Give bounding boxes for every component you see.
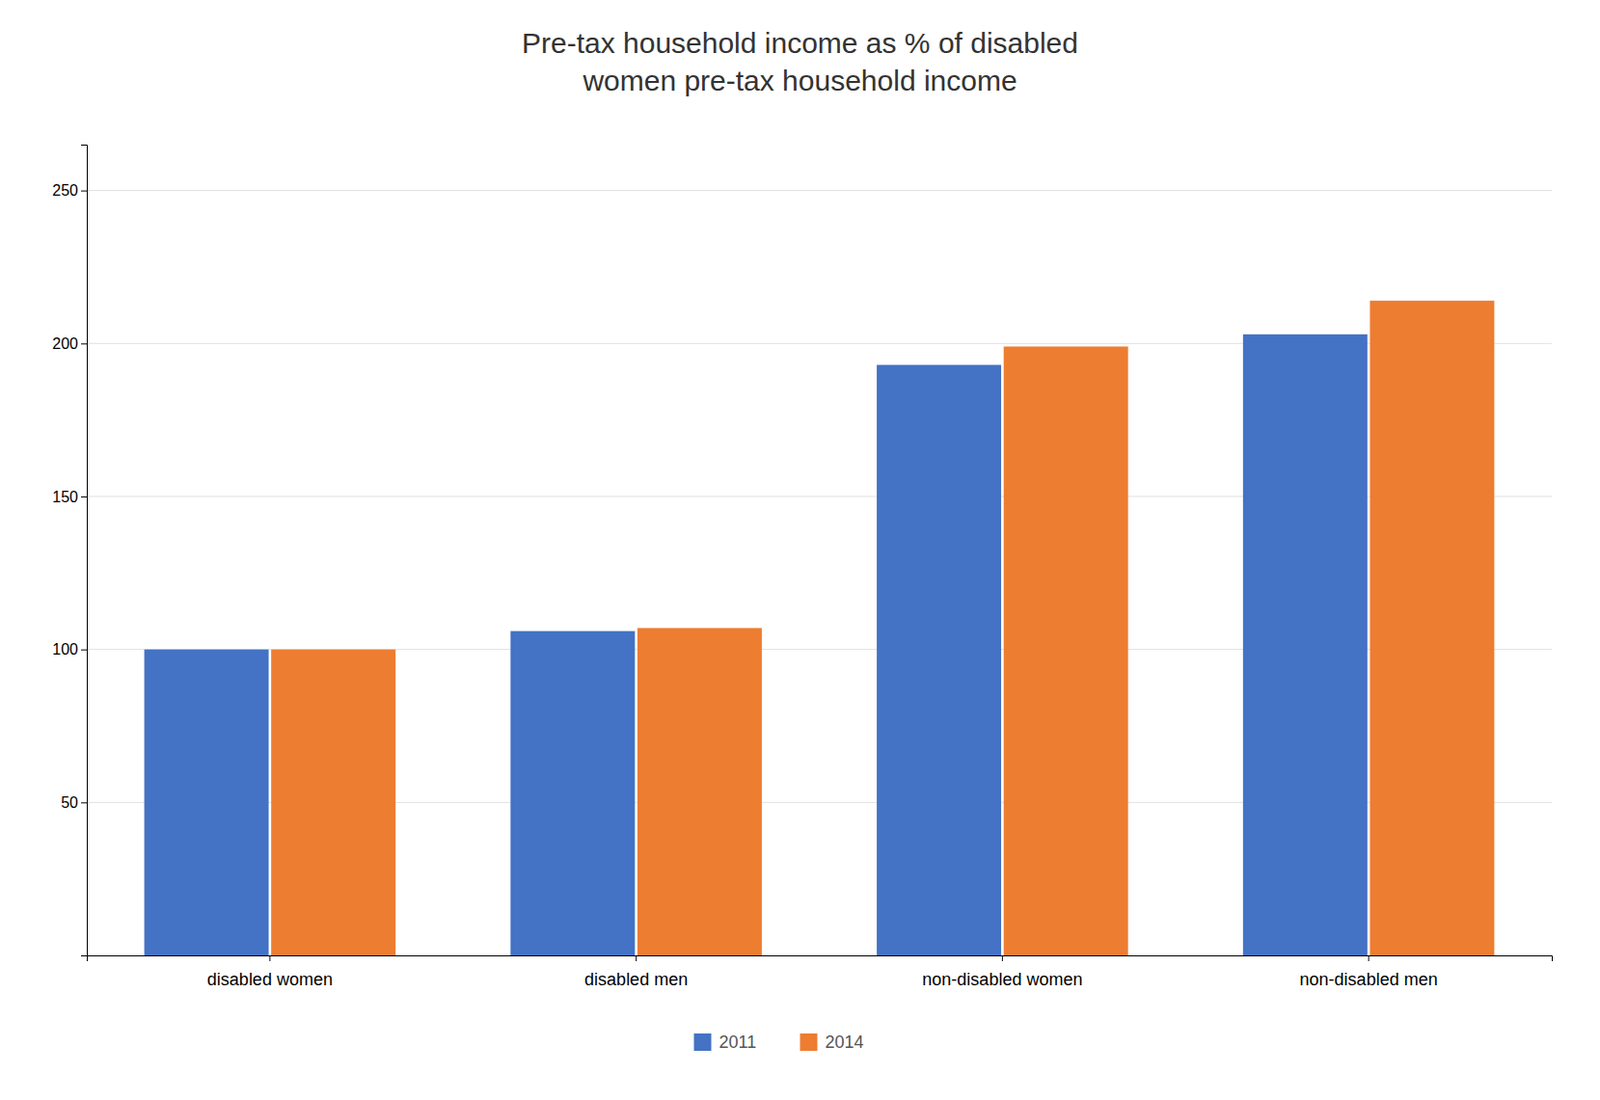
y-tick-label: 200 bbox=[52, 335, 79, 353]
y-tick-label: 150 bbox=[52, 488, 79, 506]
y-tick-mark bbox=[81, 190, 87, 192]
plot: 50 100 150 200 250 disabled women disabled men… bbox=[52, 145, 1552, 990]
bar bbox=[1003, 346, 1129, 956]
x-tick-mark bbox=[635, 955, 637, 962]
chart: Pre-tax household income as % of disable… bbox=[0, 0, 1600, 1100]
y-tick: 150 bbox=[52, 488, 87, 506]
x-tick-label: disabled men bbox=[584, 970, 688, 990]
bar-series bbox=[271, 300, 1494, 956]
y-tick: 250 bbox=[52, 182, 87, 199]
legend-label: 2011 bbox=[719, 1032, 758, 1053]
x-tick: non-disabled men bbox=[1300, 955, 1438, 990]
x-tick: disabled women bbox=[207, 955, 333, 990]
y-tick: 200 bbox=[52, 335, 87, 353]
title: Pre-tax household income as % of disable… bbox=[521, 27, 1079, 97]
x-axis-line bbox=[87, 956, 1553, 963]
x-tick-label: non-disabled men bbox=[1300, 970, 1438, 990]
y-axis-line bbox=[81, 145, 88, 957]
y-tick: 50 bbox=[60, 794, 87, 812]
y-tick-mark bbox=[81, 496, 87, 498]
legend: 2011 2014 bbox=[694, 1032, 865, 1053]
legend-label: 2014 bbox=[825, 1032, 865, 1053]
bar bbox=[1369, 300, 1494, 956]
y-tick-label: 50 bbox=[60, 794, 79, 812]
bar bbox=[510, 631, 635, 956]
x-axis: disabled women disabled men non-disabled w… bbox=[87, 955, 1553, 990]
y-tick-label: 100 bbox=[52, 641, 79, 658]
title-line: Pre-tax household income as % of disable… bbox=[521, 27, 1079, 59]
bar bbox=[1243, 334, 1368, 956]
legend-item: 2011 bbox=[694, 1032, 758, 1053]
x-tick-label: non-disabled women bbox=[922, 970, 1083, 990]
x-tick-label: disabled women bbox=[207, 970, 333, 990]
title-line: women pre-tax household income bbox=[581, 64, 1017, 97]
bar bbox=[271, 650, 396, 956]
x-tick-mark bbox=[269, 955, 271, 962]
bar-series bbox=[144, 334, 1368, 956]
bar bbox=[637, 627, 762, 956]
x-tick-mark bbox=[1368, 955, 1370, 962]
bars bbox=[144, 300, 1495, 956]
y-tick-mark bbox=[81, 650, 87, 651]
x-tick: disabled men bbox=[584, 955, 688, 990]
legend-item: 2014 bbox=[800, 1032, 865, 1053]
y-tick-label: 250 bbox=[52, 182, 79, 199]
grid-line bbox=[86, 189, 1552, 191]
x-tick-mark bbox=[1002, 955, 1004, 962]
y-tick-mark bbox=[81, 343, 87, 345]
y-tick: 100 bbox=[52, 641, 87, 658]
y-tick-mark bbox=[81, 802, 87, 804]
x-tick: non-disabled women bbox=[922, 955, 1083, 990]
legend-swatch bbox=[800, 1033, 818, 1052]
bar bbox=[144, 650, 270, 956]
bar bbox=[876, 364, 1002, 956]
legend-swatch bbox=[694, 1033, 712, 1052]
y-axis: 50 100 150 200 250 bbox=[52, 145, 87, 957]
